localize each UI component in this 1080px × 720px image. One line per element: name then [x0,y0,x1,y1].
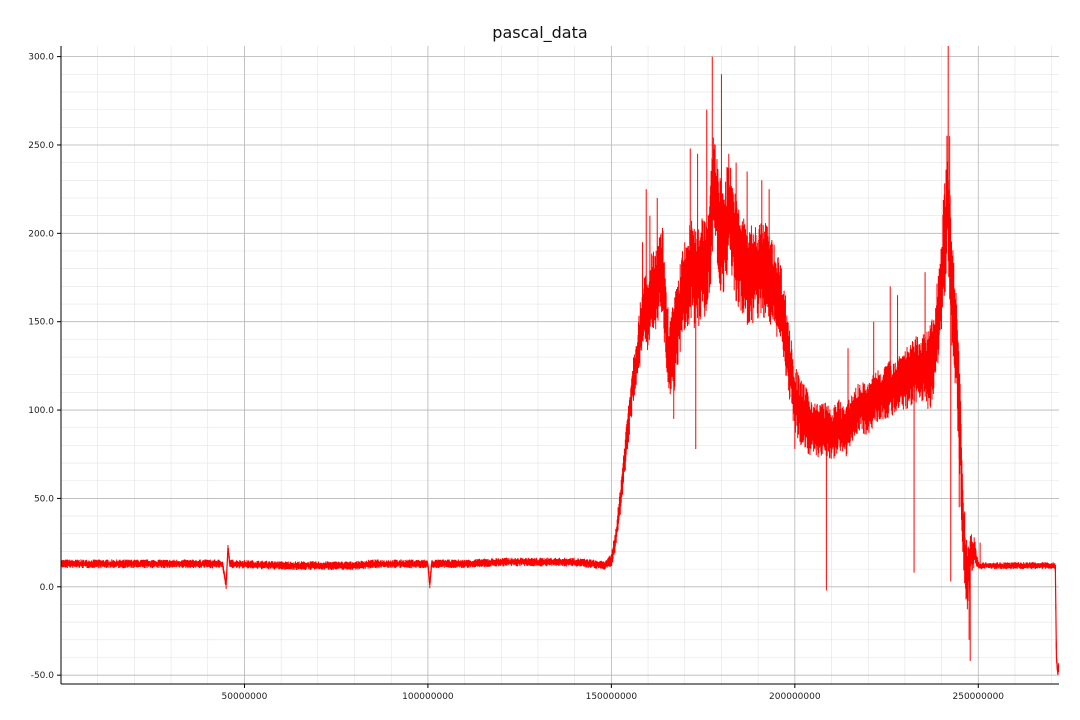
x-tick-label: 150000000 [586,692,638,702]
y-tick-label: 250.0 [28,141,54,151]
axes [60,46,1059,685]
x-tick-label: 250000000 [953,692,1005,702]
y-tick-label: 0.0 [40,583,55,593]
series-line [61,180,1059,672]
x-tick-label: 200000000 [769,692,821,702]
y-axis-ticks: -50.0 0.0 50.0 100.0 150.0 200.0 250.0 300.0 [28,53,61,681]
x-axis-ticks: 50000000 100000000 150000000 200000000 25000… [222,684,1005,702]
y-tick-label: 100.0 [28,406,54,416]
series-noise-band [61,135,1059,675]
y-tick-label: 50.0 [34,494,54,504]
x-tick-label: 50000000 [222,692,268,702]
plot-area [61,46,1059,675]
y-tick-label: 200.0 [28,229,54,239]
y-tick-label: -50.0 [31,671,55,681]
y-tick-label: 150.0 [28,318,54,328]
series-layer [61,46,1059,675]
major-grid [61,46,1059,684]
chart-title: pascal_data [492,23,587,43]
y-tick-label: 300.0 [28,53,54,63]
x-tick-label: 100000000 [402,692,454,702]
